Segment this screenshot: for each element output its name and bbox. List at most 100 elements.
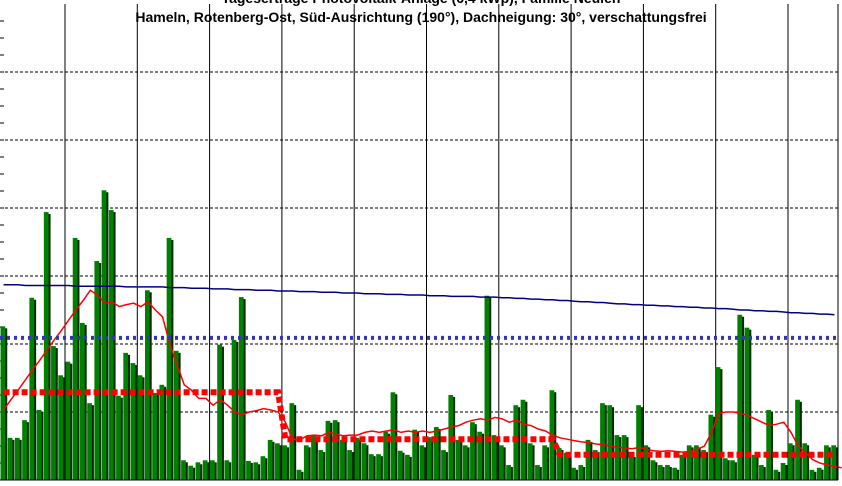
series-line [2,289,842,469]
bar [267,439,273,480]
bar [173,350,179,480]
bar [303,445,309,480]
bar [629,454,634,480]
bar [368,454,374,480]
bar [376,454,381,480]
bar [108,210,114,481]
bar [766,409,771,480]
bar [419,445,425,480]
bar [708,414,714,480]
bar [816,467,822,480]
bar [650,460,656,480]
bar [123,352,129,480]
bar [722,458,728,480]
bar [340,439,345,480]
bar [332,420,338,480]
bar [730,460,735,480]
monthly-average [3,389,835,458]
bar [275,443,280,480]
bar [318,450,324,480]
bar [58,375,64,480]
bar [636,405,641,480]
bar [484,295,490,480]
bar [405,454,410,480]
bar [694,445,699,480]
bar [737,314,743,480]
bar [809,469,815,480]
bar [441,450,446,480]
bar [542,445,548,480]
bar [152,392,157,480]
bar [51,346,56,480]
bar [426,437,432,480]
bar [7,437,13,480]
bar [527,443,533,480]
bar [87,403,92,480]
bar [600,403,605,480]
bar [195,462,201,480]
bar [0,326,6,480]
bar [22,420,27,480]
bar [383,431,389,480]
bar [477,431,483,480]
bar [679,454,685,480]
bar [65,361,71,480]
bar [585,439,591,480]
bar [347,450,352,480]
bar [563,452,569,480]
bar [802,443,808,480]
bar [462,445,468,480]
bar [672,467,678,480]
bar [130,363,136,480]
bar [701,450,706,480]
bar [513,405,519,480]
bar [506,465,511,480]
bar [556,448,562,480]
bar [535,465,540,480]
bar [210,460,215,480]
bar [94,261,100,480]
bar [498,445,504,480]
bar [773,469,779,480]
series-line [3,284,835,316]
bar [101,190,107,480]
bar [433,426,439,480]
bar [744,327,750,480]
bar [831,445,836,480]
bar [715,367,721,480]
bar [759,465,764,480]
bar [614,435,620,480]
bar [282,445,287,480]
bar [751,454,757,480]
bar [238,297,244,480]
bar [188,465,194,480]
bar [246,460,251,480]
bar [795,399,800,480]
chart-title: Tageserträge Photovoltaik-Anlage (6,4 kW… [222,0,621,6]
bar [72,237,78,480]
bar [361,443,367,480]
bar [787,443,793,480]
bar [311,435,316,480]
bar [470,422,475,480]
bar [607,405,613,480]
bar [260,456,266,480]
bar [36,409,42,480]
bar [780,463,786,480]
bar [181,460,186,480]
bar [657,465,663,480]
bar [643,445,649,480]
bar [824,445,829,480]
bar [296,469,302,480]
bar [325,420,331,480]
bar [665,465,670,480]
bar [217,344,222,480]
bar [686,445,692,480]
bar [29,297,35,480]
bar [144,290,150,480]
bar [202,460,208,480]
bar [412,429,417,480]
bar [159,384,165,480]
bar [354,437,360,480]
